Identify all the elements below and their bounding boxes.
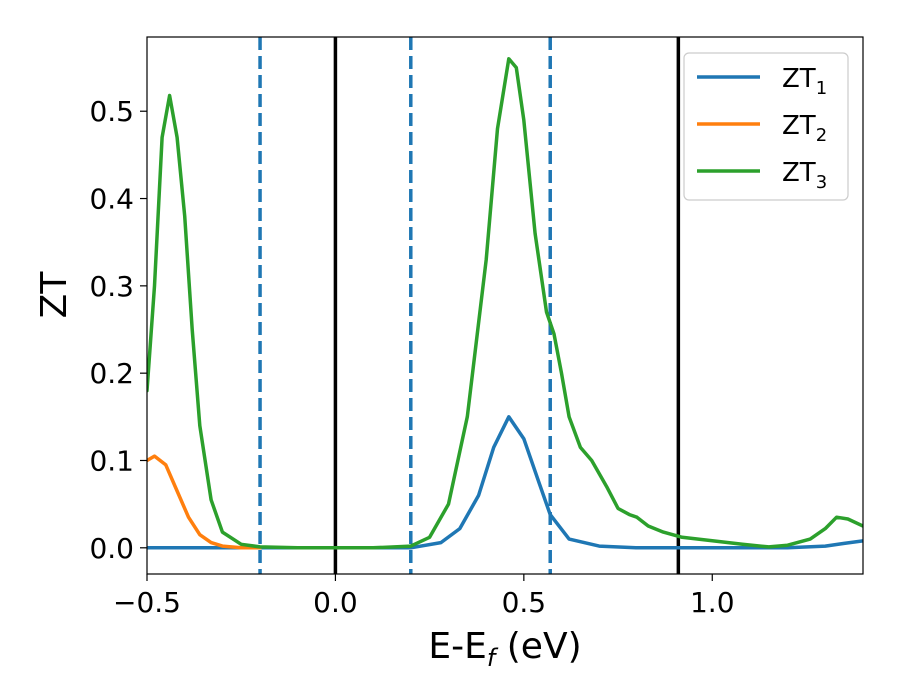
y-tick-label: 0.4 xyxy=(89,183,134,216)
y-ticks: 0.0 0.1 0.2 0.3 0.4 0.5 xyxy=(89,95,147,565)
x-axis-label-main: E-E xyxy=(428,626,486,667)
plot-frame xyxy=(146,36,864,575)
x-axis-label: E-Ef (eV) xyxy=(428,626,581,672)
series-lines xyxy=(147,57,863,550)
x-tick-label: 0.0 xyxy=(313,586,358,619)
series-line-3 xyxy=(147,57,863,550)
x-tick-label: −0.5 xyxy=(113,586,181,619)
legend-label-2: ZT2 xyxy=(782,111,827,146)
vertical-lines xyxy=(258,37,681,574)
legend: ZT1 ZT2 ZT3 xyxy=(683,52,849,201)
y-tick-label: 0.3 xyxy=(89,270,134,303)
y-tick-label: 0.1 xyxy=(89,444,134,477)
legend-label-3: ZT3 xyxy=(782,158,827,193)
series-line-2 xyxy=(147,454,262,550)
series-line-1 xyxy=(147,415,863,550)
y-tick-label: 0.0 xyxy=(89,532,134,565)
y-axis-label: ZT xyxy=(34,271,75,319)
legend-label-1: ZT1 xyxy=(782,64,827,99)
y-tick-label: 0.5 xyxy=(89,95,134,128)
legend-box xyxy=(683,52,849,201)
x-axis-label-rest: (eV) xyxy=(495,626,581,667)
x-tick-label: 0.5 xyxy=(502,586,547,619)
x-tick-label: 1.0 xyxy=(690,586,735,619)
y-tick-label: 0.2 xyxy=(89,357,134,390)
x-ticks: −0.5 0.0 0.5 1.0 xyxy=(113,574,735,619)
